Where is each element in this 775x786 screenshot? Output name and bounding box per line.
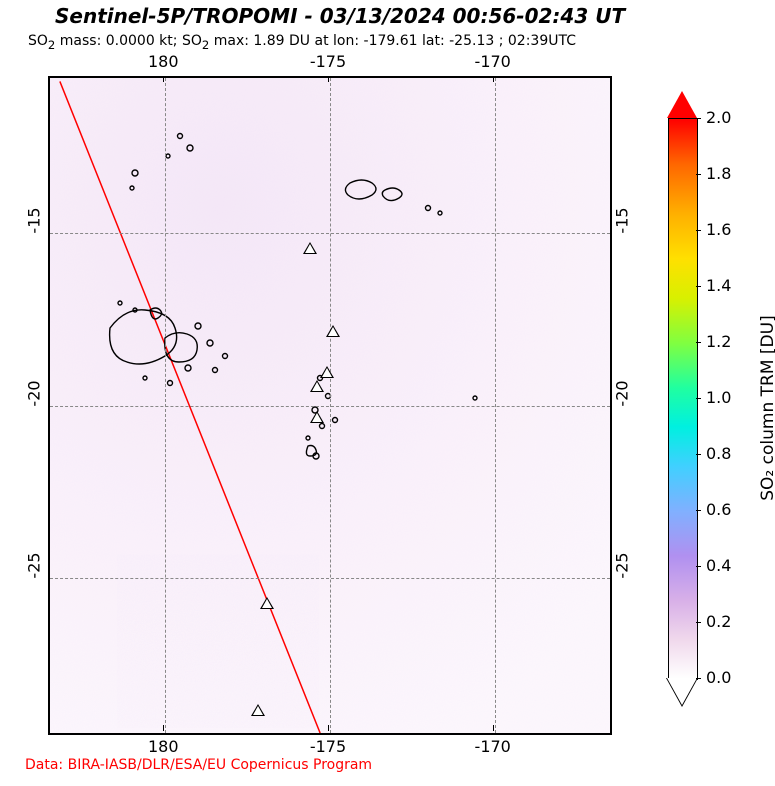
y-tick-label-left: -15 <box>25 201 44 241</box>
colorbar-tick-mark <box>696 678 701 679</box>
colorbar-tick-label: 0.6 <box>706 500 731 519</box>
colorbar-tick-mark <box>696 342 701 343</box>
volcano-marker <box>320 366 334 378</box>
colorbar-tick-label: 0.0 <box>706 668 731 687</box>
colorbar-tick-mark <box>696 510 701 511</box>
x-tick-label-top: -175 <box>308 52 348 71</box>
sub-prefix: SO <box>28 33 48 49</box>
gridline-horizontal <box>50 233 610 234</box>
colorbar-tick-mark <box>696 398 701 399</box>
colorbar-tick-mark <box>696 286 701 287</box>
colorbar-tick-label: 1.4 <box>706 276 731 295</box>
x-tick-label-bottom: -175 <box>308 737 348 756</box>
gridline-horizontal <box>50 406 610 407</box>
x-tick-label-bottom: -170 <box>473 737 513 756</box>
x-tick-label-bottom: 180 <box>143 737 183 756</box>
x-tick-label-top: 180 <box>143 52 183 71</box>
volcano-marker <box>310 411 324 423</box>
colorbar-tick-label: 0.8 <box>706 444 731 463</box>
colorbar-tick-mark <box>696 174 701 175</box>
colorbar-tick-label: 1.0 <box>706 388 731 407</box>
volcano-marker <box>310 380 324 392</box>
x-tick-mark <box>493 725 494 731</box>
colorbar-tick-mark <box>696 230 701 231</box>
x-tick-mark <box>163 725 164 731</box>
chart-subtitle: SO2 mass: 0.0000 kt; SO2 max: 1.89 DU at… <box>28 33 576 52</box>
colorbar-gradient <box>669 119 697 679</box>
volcano-marker <box>260 597 274 609</box>
x-tick-mark <box>163 76 164 82</box>
colorbar-tick-label: 0.4 <box>706 556 731 575</box>
y-tick-label-right: -20 <box>613 373 632 413</box>
colorbar-tick-label: 1.8 <box>706 164 731 183</box>
colorbar-tick-label: 1.6 <box>706 220 731 239</box>
volcano-marker <box>326 325 340 337</box>
colorbar-tick-mark <box>696 118 701 119</box>
colorbar-tick-label: 2.0 <box>706 108 731 127</box>
map-plot <box>48 76 612 735</box>
y-tick-label-right: -15 <box>613 201 632 241</box>
colorbar <box>668 118 698 680</box>
colorbar-arrow-bottom <box>667 678 697 705</box>
colorbar-tick-mark <box>696 622 701 623</box>
sub-mid2: max: 1.89 DU at lon: -179.61 lat: -25.13… <box>209 33 576 49</box>
data-credit: Data: BIRA-IASB/DLR/ESA/EU Copernicus Pr… <box>25 757 372 773</box>
colorbar-tick-label: 0.2 <box>706 612 731 631</box>
y-tick-label-left: -20 <box>25 373 44 413</box>
y-tick-label-left: -25 <box>25 545 44 585</box>
gridline-horizontal <box>50 578 610 579</box>
title-text: Sentinel-5P/TROPOMI - 03/13/2024 00:56-0… <box>55 4 625 28</box>
x-tick-mark <box>328 76 329 82</box>
colorbar-arrow-top <box>667 91 697 118</box>
x-tick-mark <box>328 725 329 731</box>
colorbar-tick-label: 1.2 <box>706 332 731 351</box>
chart-title: Sentinel-5P/TROPOMI - 03/13/2024 00:56-0… <box>55 4 625 28</box>
colorbar-tick-mark <box>696 454 701 455</box>
colorbar-tick-mark <box>696 566 701 567</box>
sub-mid1: mass: 0.0000 kt; SO <box>55 33 202 49</box>
x-tick-label-top: -170 <box>473 52 513 71</box>
volcano-marker <box>251 704 265 716</box>
y-tick-label-right: -25 <box>613 545 632 585</box>
credit-text: Data: BIRA-IASB/DLR/ESA/EU Copernicus Pr… <box>25 757 372 773</box>
colorbar-axis-label: SO₂ column TRM [DU] <box>758 308 775 508</box>
volcano-marker <box>303 242 317 254</box>
x-tick-mark <box>493 76 494 82</box>
